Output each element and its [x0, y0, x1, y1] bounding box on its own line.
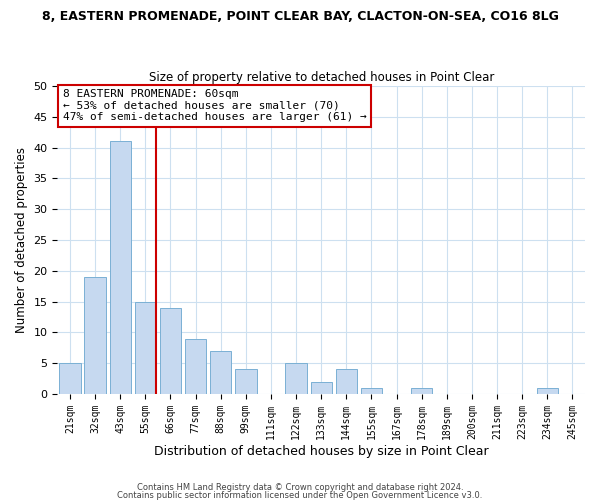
Text: 8 EASTERN PROMENADE: 60sqm
← 53% of detached houses are smaller (70)
47% of semi: 8 EASTERN PROMENADE: 60sqm ← 53% of deta… — [62, 89, 367, 122]
Bar — [411, 388, 433, 394]
Bar — [85, 277, 106, 394]
Bar — [134, 302, 156, 394]
Bar — [110, 142, 131, 394]
Title: Size of property relative to detached houses in Point Clear: Size of property relative to detached ho… — [149, 70, 494, 84]
X-axis label: Distribution of detached houses by size in Point Clear: Distribution of detached houses by size … — [154, 444, 488, 458]
Bar — [335, 370, 357, 394]
Text: Contains HM Land Registry data © Crown copyright and database right 2024.: Contains HM Land Registry data © Crown c… — [137, 484, 463, 492]
Bar — [361, 388, 382, 394]
Bar — [160, 308, 181, 394]
Bar — [536, 388, 558, 394]
Bar — [59, 363, 80, 394]
Y-axis label: Number of detached properties: Number of detached properties — [15, 147, 28, 333]
Text: Contains public sector information licensed under the Open Government Licence v3: Contains public sector information licen… — [118, 490, 482, 500]
Bar — [286, 363, 307, 394]
Bar — [311, 382, 332, 394]
Bar — [235, 370, 257, 394]
Bar — [185, 338, 206, 394]
Text: 8, EASTERN PROMENADE, POINT CLEAR BAY, CLACTON-ON-SEA, CO16 8LG: 8, EASTERN PROMENADE, POINT CLEAR BAY, C… — [41, 10, 559, 23]
Bar — [210, 351, 232, 394]
